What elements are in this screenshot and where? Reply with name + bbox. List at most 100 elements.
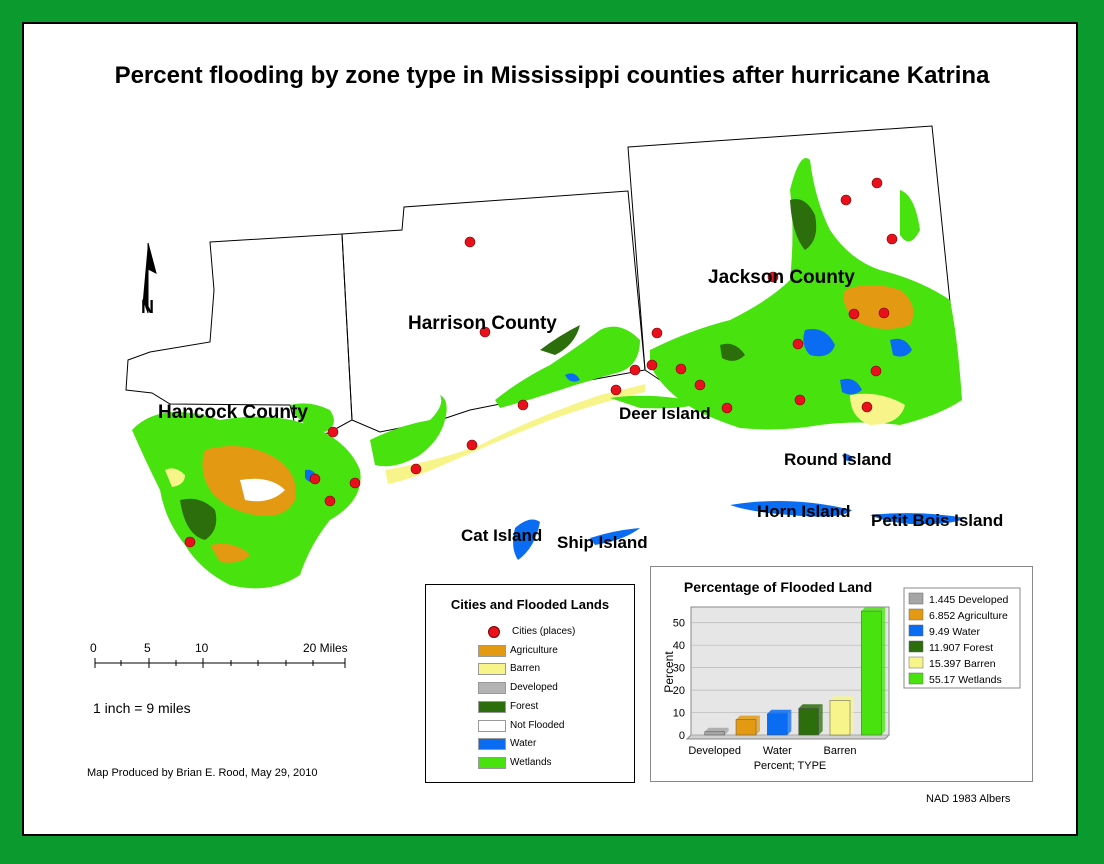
legend-label: Agriculture: [510, 644, 558, 656]
chart-legend-label: 11.907 Forest: [929, 642, 993, 654]
island-label-round: Round Island: [784, 450, 892, 469]
county-label-hancock: Hancock County: [158, 402, 308, 423]
city-markers: [184, 177, 898, 548]
city-marker: [675, 363, 687, 375]
map-title: Percent flooding by zone type in Mississ…: [114, 62, 990, 89]
legend-swatch: [478, 682, 506, 695]
bar-side: [756, 715, 760, 735]
scale-tick-20: 20 Miles: [303, 641, 348, 655]
city-marker: [871, 177, 883, 189]
cat-island-shape: [513, 519, 540, 560]
island-label-deer: Deer Island: [619, 404, 711, 423]
jackson-flood-area: [650, 158, 962, 430]
city-marker: [886, 233, 898, 245]
y-tick-label: 30: [673, 663, 685, 675]
bar-top: [736, 715, 760, 720]
scale-tick-5: 5: [144, 641, 151, 655]
legend-swatch: [478, 700, 506, 713]
city-marker: [848, 308, 860, 320]
bar-side: [787, 709, 792, 735]
x-tick-label: Barren: [823, 745, 856, 757]
projection-label: NAD 1983 Albers: [926, 793, 1011, 805]
chart-floor: [685, 734, 891, 740]
city-marker: [646, 359, 658, 371]
chart-legend-swatch: [908, 624, 924, 637]
bar-wetlands: [861, 610, 882, 736]
bar-top: [767, 709, 792, 714]
y-tick-label: 10: [673, 708, 685, 720]
harrison-flood-area: [370, 325, 645, 484]
city-marker: [517, 399, 529, 411]
north-arrow-label: N: [141, 297, 154, 317]
city-marker: [466, 439, 478, 451]
chart-legend-swatch: [908, 672, 924, 685]
chart-legend-label: 15.397 Barren: [929, 658, 996, 670]
y-axis-label: Percent: [662, 651, 676, 693]
flooded-land-chart: Percentage of Flooded Land 0 10 20 30 40 50 Per…: [650, 566, 1033, 782]
bar-top: [798, 704, 823, 709]
city-marker: [410, 463, 422, 475]
legend-label: Water: [510, 738, 537, 750]
county-label-harrison: Harrison County: [408, 313, 557, 334]
island-label-horn: Horn Island: [757, 502, 851, 521]
legend-title: Cities and Flooded Lands: [450, 597, 610, 612]
bar-developed: [704, 731, 725, 736]
chart-svg: Percentage of Flooded Land 0 10 20 30 40 50 Per…: [662, 579, 1021, 772]
city-marker: [878, 307, 890, 319]
scale-tick-0: 0: [90, 641, 97, 655]
horn-island-shape: [730, 501, 852, 517]
scale-ratio: 1 inch = 9 miles: [93, 700, 191, 716]
x-tick-label: Water: [763, 745, 792, 757]
chart-legend-label: 9.49 Water: [929, 626, 980, 638]
city-marker: [721, 402, 733, 414]
bar-barren: [829, 700, 851, 736]
bar-side: [850, 696, 854, 735]
scale-tick-10: 10: [195, 641, 209, 655]
chart-legend-label: 1.445 Developed: [929, 594, 1009, 606]
north-arrow-icon: N: [141, 242, 157, 317]
legend-swatch: [478, 738, 506, 751]
city-marker: [794, 394, 806, 406]
bar-agriculture: [735, 719, 757, 736]
city-marker: [324, 495, 336, 507]
city-marker: [870, 365, 882, 377]
legend-label: Barren: [510, 663, 541, 675]
bar-side: [881, 607, 886, 735]
x-tick-label: Developed: [688, 745, 741, 757]
ship-island-shape: [590, 528, 640, 545]
bar-forest: [798, 708, 819, 736]
bar-water: [767, 713, 788, 736]
city-marker: [184, 536, 196, 548]
bar-top: [704, 727, 729, 732]
city-marker: [651, 327, 663, 339]
legend-swatch: [478, 756, 506, 769]
hancock-flood-area: [132, 403, 361, 589]
map-credit: Map Produced by Brian E. Rood, May 29, 2…: [87, 767, 318, 779]
city-marker: [309, 473, 321, 485]
scale-bar: [94, 658, 346, 668]
chart-legend: [903, 587, 1021, 689]
island-label-petit-bois: Petit Bois Island: [871, 511, 1004, 530]
chart-legend-swatch: [908, 608, 924, 621]
legend-swatch: [478, 663, 506, 676]
legend: Cities and Flooded Lands Cities (places)…: [425, 584, 635, 783]
chart-legend-label: 55.17 Wetlands: [929, 674, 1002, 686]
barrier-islands: [513, 395, 965, 560]
city-marker: [694, 379, 706, 391]
legend-label: Developed: [510, 682, 558, 694]
y-tick-label: 20: [673, 685, 685, 697]
chart-legend-swatch: [908, 592, 924, 605]
round-island-shape: [842, 454, 853, 462]
legend-label: Not Flooded: [510, 719, 565, 731]
county-label-jackson: Jackson County: [708, 267, 855, 288]
legend-label: Wetlands: [510, 756, 552, 768]
y-tick-label: 40: [673, 640, 685, 652]
city-marker: [767, 271, 779, 283]
bar-top: [861, 607, 886, 612]
bar-top: [830, 696, 854, 701]
y-tick-label: 50: [673, 618, 685, 630]
city-marker: [629, 364, 641, 376]
chart-title: Percentage of Flooded Land: [684, 579, 872, 595]
deer-island-shape: [610, 395, 700, 409]
